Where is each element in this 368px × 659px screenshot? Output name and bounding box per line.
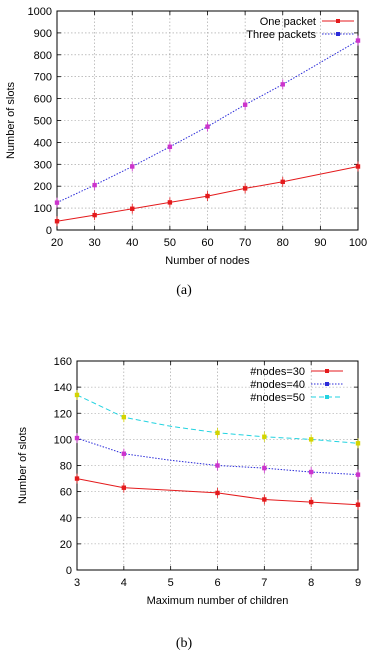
x-tick-label: 30 (89, 237, 101, 249)
caption-a: (a) (176, 283, 192, 298)
series-line-1 (56, 166, 359, 222)
series-1-point (262, 497, 267, 502)
legend-label-3: #nodes=50 (250, 392, 305, 404)
series-2-point (215, 463, 220, 468)
chart-a: 20 30 40 50 60 70 80 90 100010020030040050060070… (5, 6, 367, 267)
x-tick-label: 50 (164, 237, 176, 249)
y-tick-label: 500 (34, 116, 52, 128)
x-tick-label: 80 (277, 237, 289, 249)
legend-label-1: #nodes=30 (250, 366, 305, 378)
series-1-point (242, 186, 248, 191)
y-tick-label: 400 (34, 137, 52, 149)
x-tick-label: 3 (74, 577, 80, 589)
x-tick-label: 6 (214, 577, 220, 589)
chart-b: 3 4 5 6 7 8 9 0 20 40 60 80 100 120 140 160 Maximum numb… (17, 356, 361, 607)
series-1-point (308, 499, 314, 505)
legend-label-2: #nodes=40 (250, 379, 305, 391)
series-1-point (355, 502, 361, 507)
y-axis-label: Number of slots (17, 426, 29, 504)
series-2-point (242, 102, 248, 107)
series-2-point (355, 38, 361, 43)
series-1-point (130, 206, 135, 211)
series-1-point (167, 200, 173, 205)
series-2-point (280, 82, 285, 87)
legend-marker-1 (325, 369, 329, 373)
series-2-point (167, 144, 173, 149)
series-1-point (74, 476, 80, 481)
series-3-point (308, 437, 314, 442)
y-tick-label: 120 (54, 408, 72, 420)
y-tick-label: 1000 (28, 6, 52, 18)
series-3-point (121, 414, 127, 420)
x-tick-label: 9 (355, 577, 361, 589)
plot-frame (76, 360, 359, 571)
series-2-point (74, 435, 80, 441)
series-1-point (205, 193, 210, 199)
series-1-point (215, 490, 220, 496)
series-3-point (74, 392, 80, 398)
legend-marker-2 (336, 32, 340, 36)
series-3-point (355, 441, 361, 446)
y-tick-label: 60 (60, 487, 72, 499)
x-tick-label: 20 (51, 237, 63, 249)
x-tick-label: 7 (261, 577, 267, 589)
x-tick-label: 90 (314, 237, 326, 249)
series-2-point (130, 164, 135, 169)
y-axis-label: Number of slots (5, 81, 17, 159)
y-tick-label: 200 (34, 181, 52, 193)
legend-marker-1 (336, 19, 340, 23)
series-2-point (92, 182, 97, 188)
series-1-point (355, 164, 361, 169)
y-tick-label: 0 (46, 225, 52, 237)
x-tick-label: 4 (121, 577, 127, 589)
x-tick-label: 100 (349, 237, 367, 249)
y-tick-label: 700 (34, 72, 52, 84)
y-tick-label: 160 (54, 356, 72, 368)
y-tick-label: 140 (54, 382, 72, 394)
y-tick-label: 100 (34, 203, 52, 215)
y-tick-label: 800 (34, 50, 52, 62)
caption-b: (b) (175, 636, 193, 651)
series-1-point (54, 219, 60, 224)
y-tick-label: 80 (60, 461, 72, 473)
x-tick-label: 60 (201, 237, 213, 249)
series-3-point (215, 430, 220, 436)
series-2-point (121, 451, 127, 456)
y-tick-label: 900 (34, 28, 52, 40)
y-tick-label: 0 (66, 565, 72, 577)
series-2-point (308, 469, 314, 475)
legend-marker-2 (325, 382, 329, 386)
x-tick-label: 5 (168, 577, 174, 589)
plot-frame (56, 10, 359, 231)
series-2-point (262, 465, 267, 471)
series-3-point (262, 434, 267, 439)
series-2-point (205, 124, 210, 129)
x-axis-label: Number of nodes (165, 255, 250, 267)
series-1-point (121, 485, 127, 490)
legend-label-1: One packet (260, 16, 316, 28)
series-2-point (355, 472, 361, 477)
y-tick-label: 40 (60, 513, 72, 525)
series-line-2 (56, 40, 359, 204)
series-2-point (54, 200, 60, 205)
y-tick-label: 20 (60, 539, 72, 551)
y-tick-label: 600 (34, 94, 52, 106)
x-axis-label: Maximum number of children (147, 595, 289, 607)
legend-marker-3 (325, 395, 329, 399)
series-1-point (280, 179, 285, 185)
x-tick-label: 8 (308, 577, 314, 589)
series-1-point (92, 212, 97, 218)
y-tick-label: 300 (34, 159, 52, 171)
legend-label-2: Three packets (246, 29, 316, 41)
y-tick-label: 100 (54, 434, 72, 446)
x-tick-label: 40 (126, 237, 138, 249)
x-tick-label: 70 (239, 237, 251, 249)
